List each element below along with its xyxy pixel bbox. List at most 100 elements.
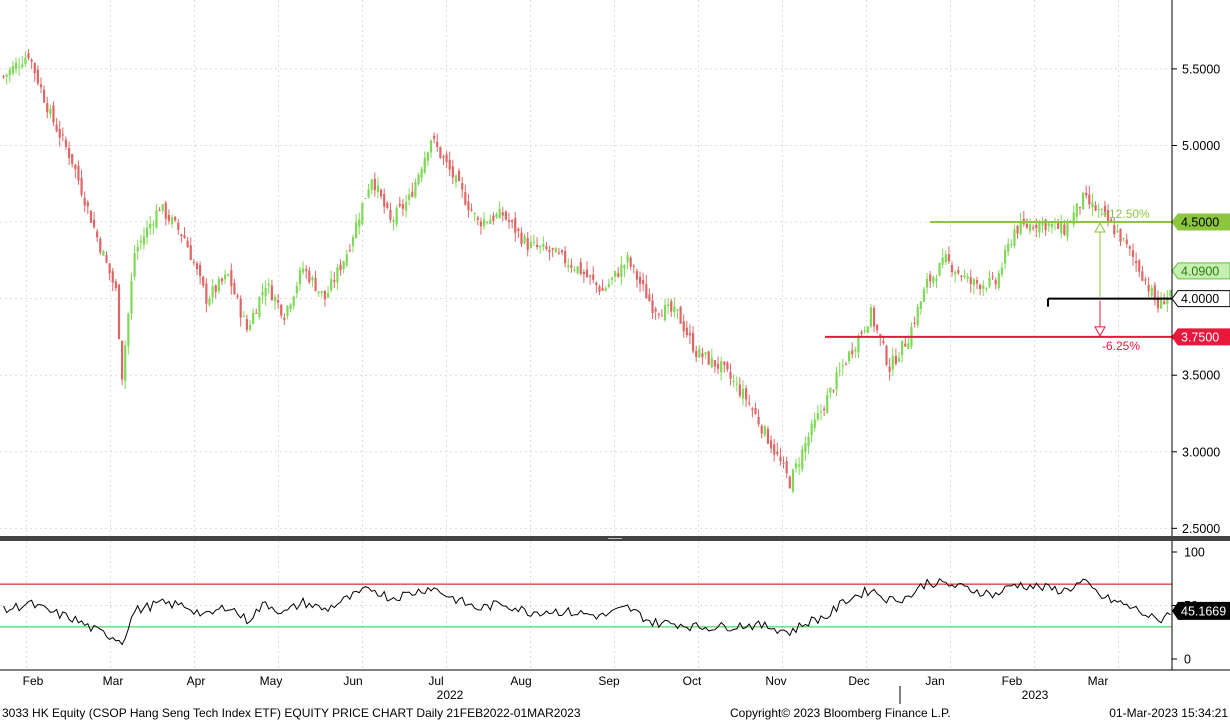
candle-body: [982, 285, 985, 289]
candle-body: [273, 296, 277, 302]
month-tick-label: Jan: [925, 674, 944, 688]
candle-body: [136, 246, 139, 252]
candle-body: [14, 62, 18, 69]
candle-body: [145, 227, 149, 238]
candle-body: [972, 279, 975, 286]
candle-body: [720, 361, 723, 373]
candle-body: [74, 164, 77, 170]
candle-body: [36, 69, 39, 84]
candle-body: [670, 301, 673, 312]
candle-body: [757, 417, 760, 425]
candle-body: [1106, 210, 1110, 222]
candle-body: [476, 217, 479, 220]
candle-body: [954, 272, 957, 275]
candle-body: [217, 279, 220, 291]
candle-body: [613, 271, 617, 277]
candle-body: [96, 231, 99, 238]
candle-body: [1081, 192, 1085, 210]
candle-body: [950, 265, 954, 273]
candle-body: [894, 355, 897, 364]
candle-body: [804, 443, 807, 453]
candle-body: [330, 279, 333, 291]
candle-body: [189, 245, 192, 261]
candle-body: [230, 270, 233, 287]
candle-body: [975, 280, 979, 284]
candle-body: [807, 436, 810, 447]
candle-body: [326, 293, 330, 298]
candle-body: [301, 268, 305, 273]
candle-body: [139, 240, 142, 243]
candle-body: [467, 201, 470, 211]
candle-body: [1097, 209, 1100, 211]
candle-body: [454, 175, 458, 183]
candle-body: [944, 254, 947, 263]
price-tick-label: 3.0000: [1182, 445, 1220, 459]
candle-body: [208, 298, 211, 306]
candle-body: [336, 267, 339, 283]
candle-body: [551, 247, 554, 250]
candle-body: [214, 285, 217, 292]
candle-body: [183, 235, 186, 238]
candle-body: [570, 264, 573, 268]
candle-body: [1163, 301, 1166, 305]
candle-body: [876, 324, 879, 331]
candle-body: [486, 222, 489, 224]
candle-body: [283, 317, 286, 321]
candle-body: [941, 257, 944, 265]
candle-body: [470, 209, 473, 211]
candle-body: [707, 351, 710, 365]
candle-body: [851, 350, 854, 355]
candle-body: [386, 203, 389, 208]
candle-body: [258, 296, 261, 317]
month-tick-label: Feb: [23, 674, 44, 688]
candle-body: [261, 291, 264, 296]
candle-body: [492, 215, 495, 222]
candle-body: [1038, 221, 1041, 233]
candle-body: [526, 238, 529, 250]
candle-body: [710, 357, 713, 367]
candle-body: [451, 166, 454, 178]
candle-body: [1060, 221, 1063, 234]
candle-body: [960, 275, 963, 278]
candle-body: [545, 246, 548, 250]
candle-body: [1091, 202, 1094, 208]
candle-body: [511, 220, 514, 222]
candle-body: [423, 157, 426, 173]
candle-body: [573, 269, 576, 271]
candle-body: [888, 366, 891, 372]
upper-arrow-head: [1094, 222, 1106, 233]
candle-body: [498, 208, 501, 218]
candle-body: [1147, 284, 1150, 292]
candle-body: [838, 370, 841, 372]
candle-body: [882, 340, 885, 344]
candle-body: [333, 280, 336, 282]
candle-body: [361, 202, 364, 224]
candle-body: [1078, 207, 1082, 209]
candle-body: [819, 411, 823, 413]
candle-body: [769, 440, 773, 449]
indicator-tick-label: 100: [1184, 546, 1205, 560]
candle-body: [891, 355, 894, 370]
month-tick-label: Oct: [683, 674, 702, 688]
candle-body: [997, 273, 1000, 288]
candle-body: [351, 237, 355, 246]
candle-body: [589, 275, 592, 277]
candle-body: [1007, 243, 1010, 252]
candle-body: [704, 352, 707, 355]
candle-body: [248, 325, 252, 330]
candle-body: [766, 428, 770, 444]
candle-body: [517, 228, 520, 232]
candle-body: [754, 407, 757, 415]
candle-body: [383, 193, 386, 207]
candle-body: [1138, 260, 1141, 272]
upper-price-tag: 4.5000: [1171, 213, 1230, 231]
candle-body: [1075, 203, 1078, 217]
candle-body: [760, 425, 763, 434]
candle-body: [542, 243, 545, 247]
candle-body: [823, 408, 826, 411]
candle-body: [935, 278, 938, 282]
candle-body: [663, 304, 667, 321]
candle-body: [464, 192, 467, 205]
candle-body: [124, 345, 127, 381]
candle-body: [108, 263, 111, 274]
